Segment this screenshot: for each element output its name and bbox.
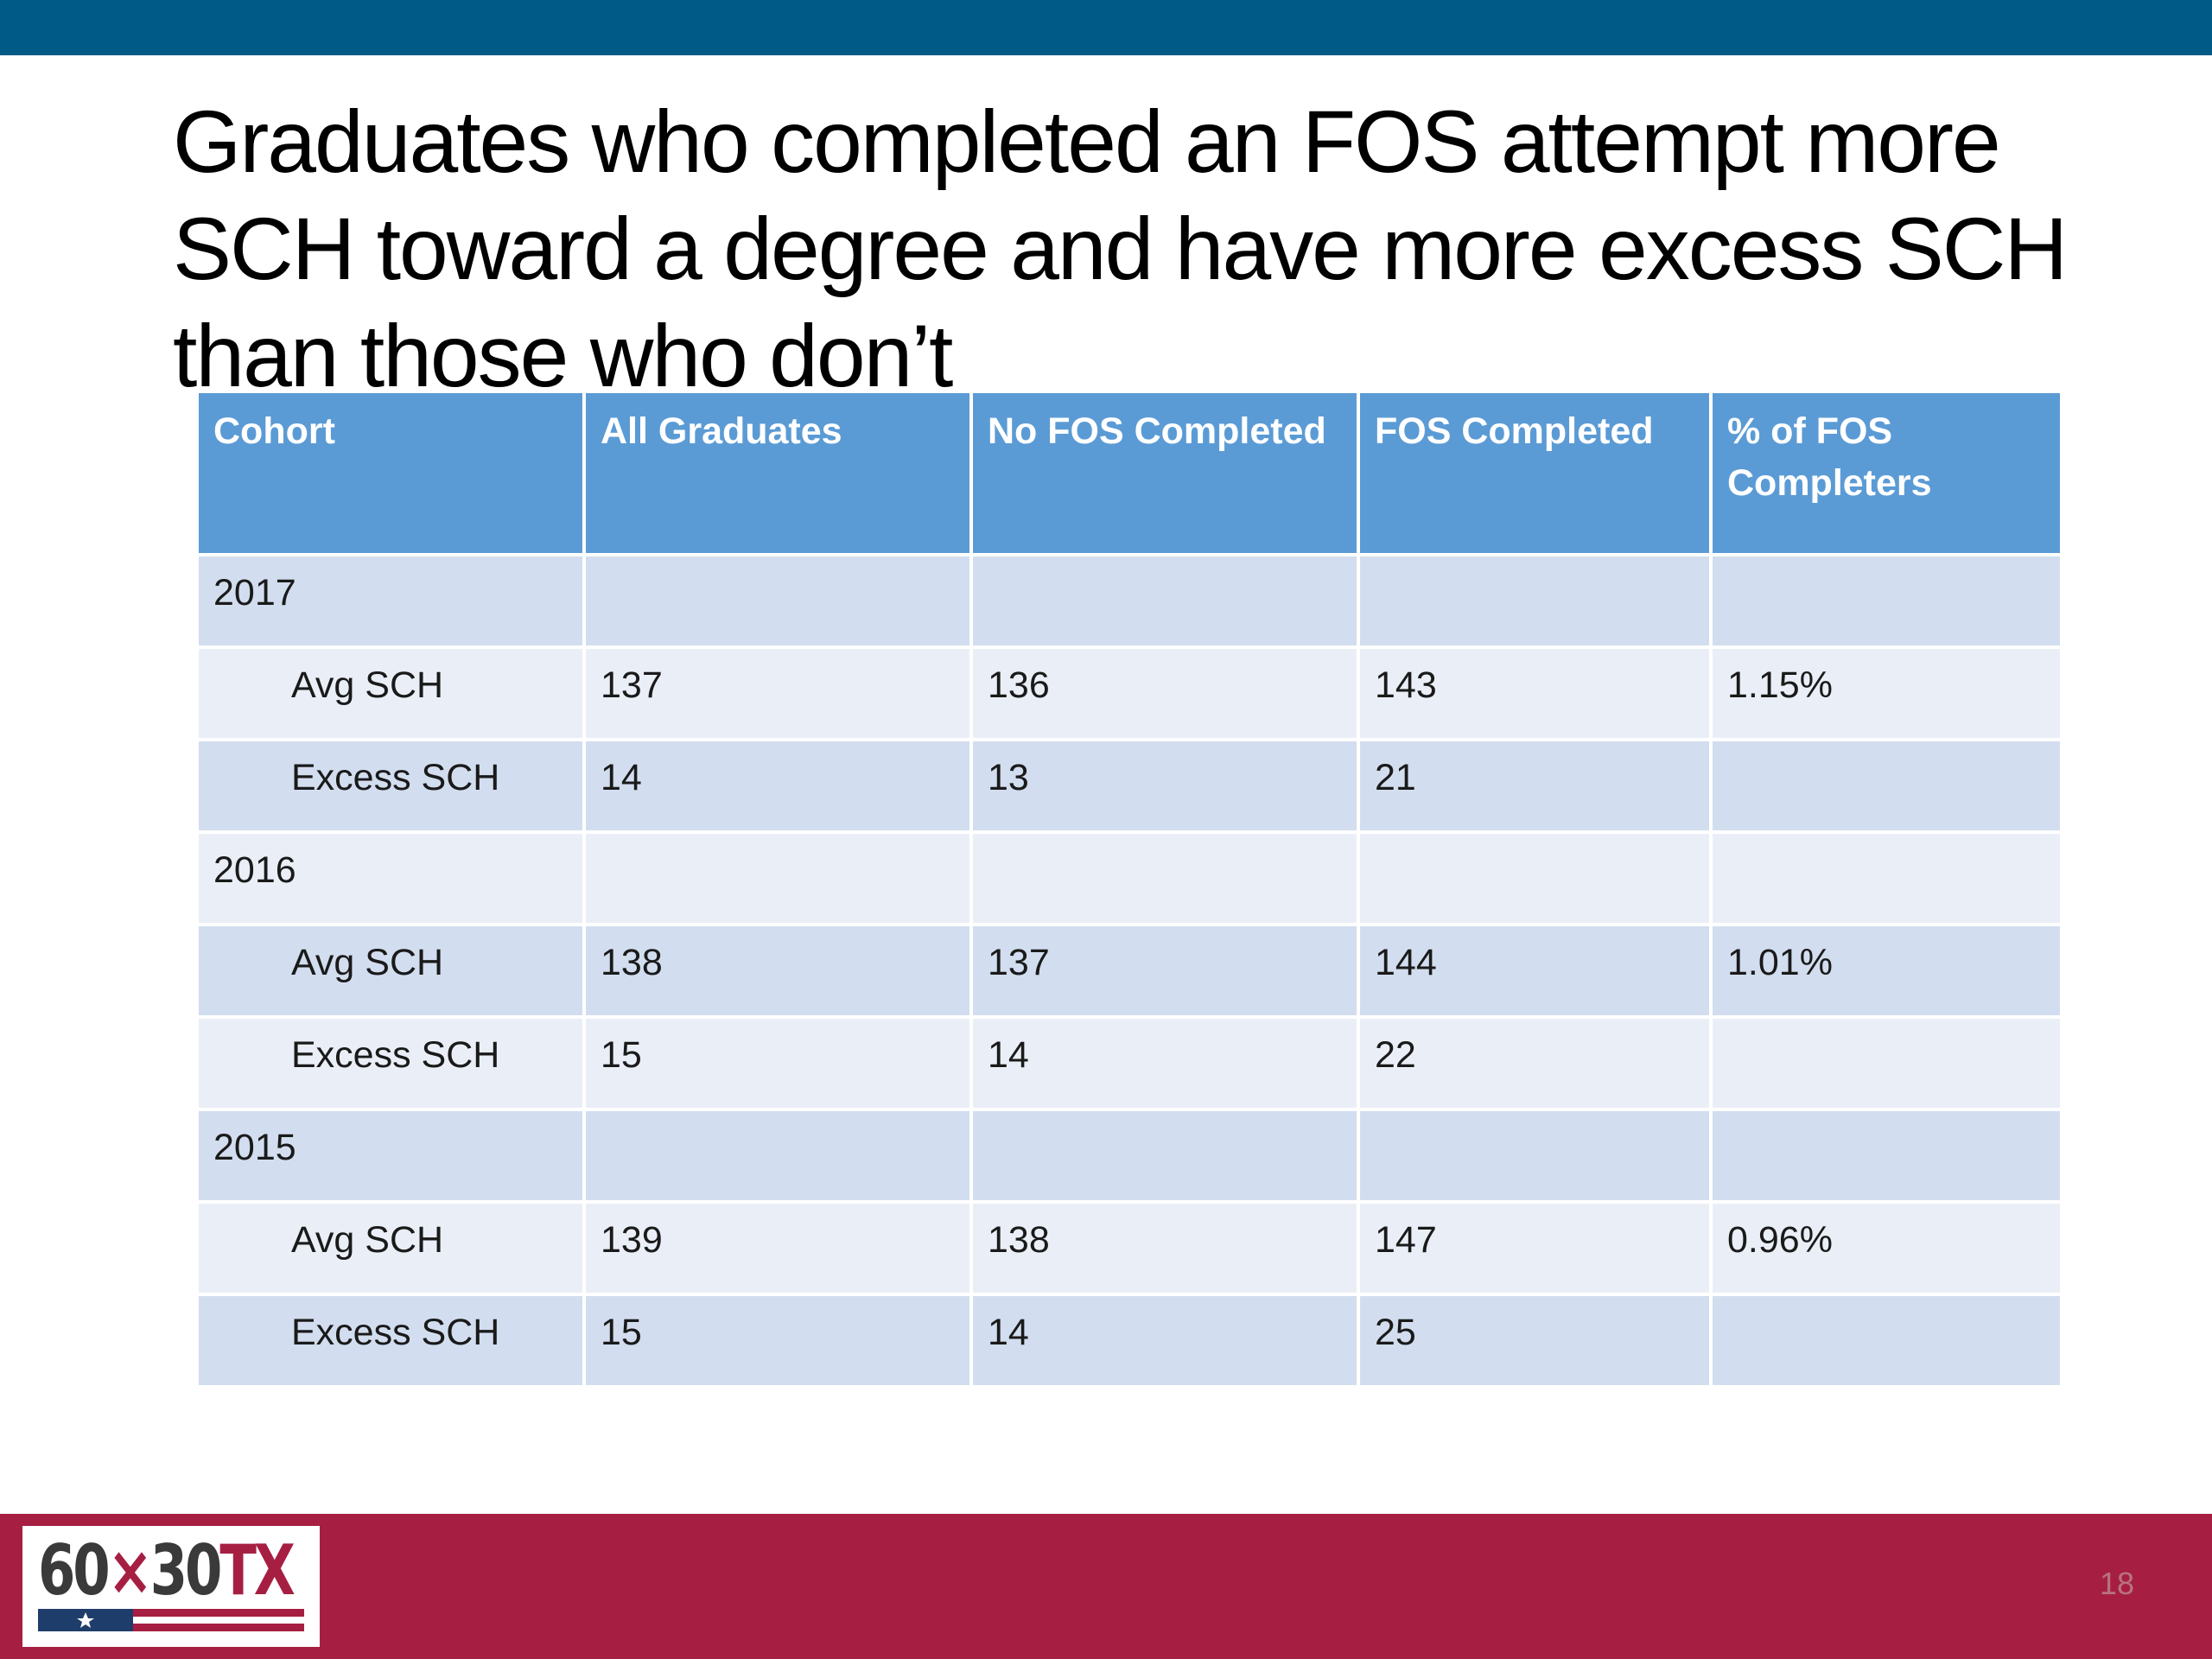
metric-label: Excess SCH	[195, 1015, 586, 1111]
table-row: Avg SCH 138 137 144 1.01%	[195, 923, 2063, 1019]
fos-cell: 144	[1357, 923, 1713, 1019]
header-all-graduates: All Graduates	[582, 390, 973, 556]
no-fos-cell: 13	[969, 738, 1360, 834]
no-fos-cell: 14	[969, 1293, 1360, 1389]
page-number: 18	[2099, 1566, 2134, 1601]
pct-fos-cell	[1709, 553, 2063, 649]
table-row: Excess SCH 15 14 22	[195, 1015, 2063, 1111]
pct-fos-cell: 0.96%	[1709, 1200, 2063, 1296]
table-row-cohort-2017: 2017	[195, 553, 2063, 649]
fos-cell	[1357, 830, 1713, 926]
logo-wordmark: 60×30TX	[38, 1530, 296, 1611]
flag-stripe-icon	[38, 1609, 304, 1631]
header-no-fos-completed: No FOS Completed	[969, 390, 1360, 556]
no-fos-cell	[969, 830, 1360, 926]
pct-fos-cell: 1.15%	[1709, 645, 2063, 741]
top-banner	[0, 0, 2212, 55]
fos-cell: 143	[1357, 645, 1713, 741]
no-fos-cell: 14	[969, 1015, 1360, 1111]
no-fos-cell: 136	[969, 645, 1360, 741]
metric-label: Excess SCH	[195, 738, 586, 834]
cohort-label: 2016	[195, 830, 586, 926]
no-fos-cell: 138	[969, 1200, 1360, 1296]
table-row-cohort-2015: 2015	[195, 1108, 2063, 1204]
pct-fos-cell	[1709, 1108, 2063, 1204]
pct-fos-cell	[1709, 830, 2063, 926]
all-graduates-cell	[582, 830, 973, 926]
no-fos-cell	[969, 1108, 1360, 1204]
cohort-sch-table: Cohort All Graduates No FOS Completed FO…	[195, 390, 2063, 1389]
cohort-label: 2015	[195, 1108, 586, 1204]
fos-cell: 147	[1357, 1200, 1713, 1296]
header-pct-fos-completers: % of FOS Completers	[1709, 390, 2063, 556]
no-fos-cell	[969, 553, 1360, 649]
all-graduates-cell: 137	[582, 645, 973, 741]
table-row-cohort-2016: 2016	[195, 830, 2063, 926]
all-graduates-cell	[582, 1108, 973, 1204]
fos-cell	[1357, 553, 1713, 649]
all-graduates-cell: 15	[582, 1293, 973, 1389]
table-header-row: Cohort All Graduates No FOS Completed FO…	[195, 390, 2063, 556]
no-fos-cell: 137	[969, 923, 1360, 1019]
pct-fos-cell	[1709, 738, 2063, 834]
header-cohort: Cohort	[195, 390, 586, 556]
metric-label: Avg SCH	[195, 645, 586, 741]
all-graduates-cell: 139	[582, 1200, 973, 1296]
cohort-label: 2017	[195, 553, 586, 649]
table-row: Avg SCH 137 136 143 1.15%	[195, 645, 2063, 741]
fos-cell: 21	[1357, 738, 1713, 834]
metric-label: Avg SCH	[195, 923, 586, 1019]
all-graduates-cell	[582, 553, 973, 649]
header-fos-completed: FOS Completed	[1357, 390, 1713, 556]
pct-fos-cell	[1709, 1015, 2063, 1111]
pct-fos-cell	[1709, 1293, 2063, 1389]
footer-banner	[0, 1514, 2212, 1659]
fos-cell: 22	[1357, 1015, 1713, 1111]
60x30tx-logo: 60×30TX	[22, 1526, 320, 1647]
pct-fos-cell: 1.01%	[1709, 923, 2063, 1019]
table-row: Excess SCH 15 14 25	[195, 1293, 2063, 1389]
table-row: Excess SCH 14 13 21	[195, 738, 2063, 834]
metric-label: Excess SCH	[195, 1293, 586, 1389]
metric-label: Avg SCH	[195, 1200, 586, 1296]
fos-cell: 25	[1357, 1293, 1713, 1389]
table-row: Avg SCH 139 138 147 0.96%	[195, 1200, 2063, 1296]
all-graduates-cell: 138	[582, 923, 973, 1019]
fos-cell	[1357, 1108, 1713, 1204]
all-graduates-cell: 15	[582, 1015, 973, 1111]
all-graduates-cell: 14	[582, 738, 973, 834]
slide-title: Graduates who completed an FOS attempt m…	[173, 92, 2068, 405]
